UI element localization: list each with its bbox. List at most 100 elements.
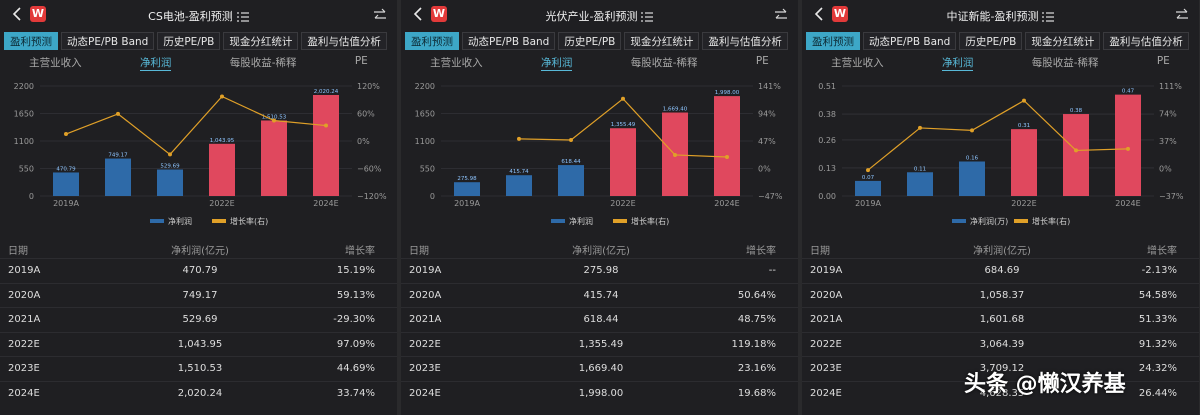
tab-2[interactable]: 历史PE/PB [959,32,1023,50]
panel: W CS电池-盈利预测 盈利预测 动态PE/PB Band 历史PE/PB 现金分红统… [0,0,397,415]
y-tick-label-left: 0.26 [818,136,836,145]
table-row[interactable]: 2022E 1,355.49 119.18% [401,331,798,356]
tab-4[interactable]: 盈利与估值分析 [301,32,387,50]
app-logo: W [832,6,848,22]
list-icon [1042,12,1055,22]
legend-line-swatch [613,219,627,223]
tab-1[interactable]: 动态PE/PB Band [61,32,155,50]
table-row[interactable]: 2024E 4,628.35 26.44% [802,380,1199,405]
subtab-0[interactable]: 主营业收入 [29,57,82,69]
growth-point [517,136,521,141]
header-value: 净利润(亿元) [572,246,630,257]
swap-icon[interactable] [774,8,788,22]
back-icon[interactable] [10,6,26,22]
bar [454,182,480,196]
header-growth: 增长率 [746,246,776,257]
subtab-0[interactable]: 主营业收入 [430,57,483,69]
tab-2[interactable]: 历史PE/PB [558,32,622,50]
bar-value-label: 275.98 [457,176,477,182]
table-row[interactable]: 2021A 618.44 48.75% [401,307,798,331]
subtab-2[interactable]: 每股收益-稀释 [229,57,297,69]
page-title-wrap[interactable]: 光伏产业-盈利预测 [401,8,798,24]
row-date: 2023E [8,363,40,374]
y-tick-label-left: 0 [29,192,34,201]
bar-value-label: 0.38 [1070,108,1083,114]
header-growth: 增长率 [345,246,375,257]
bar-value-label: 1,998.00 [715,90,740,96]
swap-icon[interactable] [1175,8,1189,22]
table-row[interactable]: 2023E 1,669.40 23.16% [401,356,798,380]
row-date: 2020A [409,289,442,301]
legend-bar-swatch [952,219,966,223]
swap-icon[interactable] [373,8,387,22]
tab-1[interactable]: 动态PE/PB Band [462,32,556,50]
table-row[interactable]: 2020A 1,058.37 54.58% [802,282,1199,307]
table-row[interactable]: 2023E 3,709.12 24.32% [802,356,1199,380]
row-date: 2019A [810,265,843,276]
bar [261,120,287,196]
back-icon[interactable] [812,6,828,22]
tab-3[interactable]: 现金分红统计 [1025,32,1101,50]
legend-bar-label: 净利润 [168,216,192,226]
table-row[interactable]: 2019A 275.98 -- [401,258,798,282]
y-tick-label-right: 47% [758,137,776,146]
table-row[interactable]: 2022E 1,043.95 97.09% [0,331,397,356]
bar-value-label: 415.74 [509,169,529,175]
subtab-1[interactable]: 净利润 [540,57,573,71]
subtab-2[interactable]: 每股收益-稀释 [630,57,698,69]
y-tick-label-right: 0% [1159,165,1172,174]
legend-bar-label: 净利润(万) [970,216,1008,226]
subtab-2[interactable]: 每股收益-稀释 [1031,57,1099,69]
row-growth: 23.16% [737,363,776,374]
tab-2[interactable]: 历史PE/PB [157,32,221,50]
x-tick-label: 2024E [1115,199,1140,208]
table-row[interactable]: 2019A 684.69 -2.13% [802,258,1199,282]
table-row[interactable]: 2022E 3,064.39 91.32% [802,331,1199,356]
table-row[interactable]: 2024E 2,020.24 33.74% [0,380,397,405]
growth-point [673,152,677,157]
top-bar: W 光伏产业-盈利预测 [401,0,798,30]
tab-0[interactable]: 盈利预测 [806,32,860,50]
subtab-3[interactable]: PE [354,55,368,67]
table-row[interactable]: 2020A 749.17 59.13% [0,282,397,307]
list-icon [236,12,249,22]
tab-1[interactable]: 动态PE/PB Band [863,32,957,50]
tab-0[interactable]: 盈利预测 [405,32,459,50]
table-row[interactable]: 2020A 415.74 50.64% [401,282,798,307]
subtab-3[interactable]: PE [755,55,769,67]
legend-line-label: 增长率(右) [1032,216,1070,226]
table-row[interactable]: 2021A 529.69 -29.30% [0,307,397,331]
tab-3[interactable]: 现金分红统计 [624,32,700,50]
tab-4[interactable]: 盈利与估值分析 [1103,32,1189,50]
bar [506,175,532,196]
bar-value-label: 529.69 [160,164,180,170]
page-title-wrap[interactable]: CS电池-盈利预测 [0,8,397,24]
table-row[interactable]: 2024E 1,998.00 19.68% [401,380,798,405]
tab-4[interactable]: 盈利与估值分析 [702,32,788,50]
back-icon[interactable] [411,6,427,22]
subtab-1[interactable]: 净利润 [941,57,974,71]
bar-value-label: 1,669.40 [663,107,688,113]
growth-point [1074,148,1078,153]
subtab-bar: 主营业收入 净利润 每股收益-稀释 PE [802,55,1199,71]
row-date: 2024E [810,387,842,399]
growth-point [168,152,172,157]
tab-3[interactable]: 现金分红统计 [223,32,299,50]
app-logo: W [30,6,46,22]
row-growth: 119.18% [731,338,777,350]
table-row[interactable]: 2021A 1,601.68 51.33% [802,307,1199,331]
y-tick-label-left: 0.13 [818,164,836,173]
row-value: 1,998.00 [578,387,624,399]
subtab-1[interactable]: 净利润 [139,57,172,71]
table-row[interactable]: 2019A 470.79 15.19% [0,258,397,282]
page-title-wrap[interactable]: 中证新能-盈利预测 [802,8,1199,24]
y-tick-label-left: 1100 [415,137,435,146]
bar-value-label: 749.17 [108,153,128,159]
row-value: 3,064.39 [979,338,1025,350]
bar [105,158,131,196]
tab-0[interactable]: 盈利预测 [4,32,58,50]
subtab-3[interactable]: PE [1156,55,1170,67]
table-row[interactable]: 2023E 1,510.53 44.69% [0,356,397,380]
bar-value-label: 0.31 [1018,123,1030,129]
subtab-0[interactable]: 主营业收入 [831,57,884,69]
